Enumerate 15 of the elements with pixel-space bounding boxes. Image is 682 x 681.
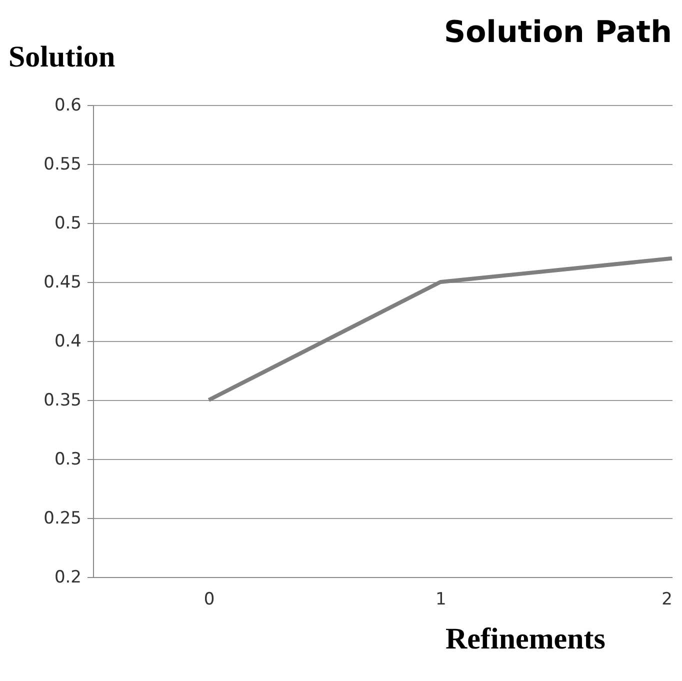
x-tick-label: 0: [204, 590, 215, 610]
y-tick-label: 0.25: [44, 508, 82, 528]
y-tick-label: 0.45: [44, 272, 82, 292]
y-tick-label: 0.2: [54, 568, 82, 588]
y-tick-label: 0.4: [54, 332, 82, 352]
y-tick-label: 0.55: [44, 154, 82, 174]
x-tick-label: 1: [435, 590, 446, 610]
y-axis-title: Solution: [8, 40, 116, 74]
y-tick-label: 0.35: [44, 390, 82, 410]
chart-title: Solution Path: [444, 15, 672, 50]
x-axis-title: Refinements: [446, 622, 606, 656]
x-tick-label: 2: [662, 590, 672, 610]
y-tick-label: 0.3: [54, 450, 82, 470]
y-tick-label: 0.5: [54, 214, 82, 234]
y-tick-label: 0.6: [54, 96, 82, 116]
